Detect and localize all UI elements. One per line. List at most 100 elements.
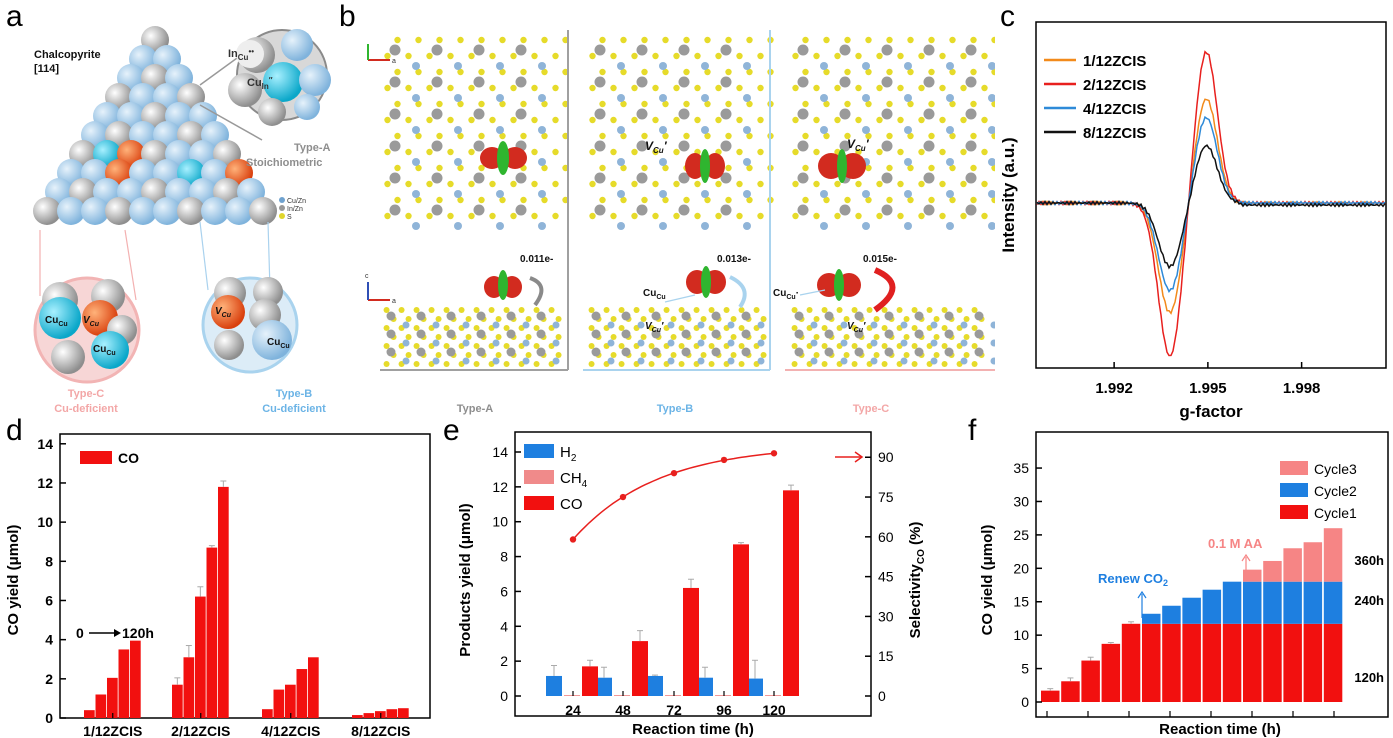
sulfur-atom [652, 52, 659, 60]
sulfur-atom [736, 84, 743, 92]
cu-atom [988, 94, 995, 102]
sulfur-atom [834, 84, 841, 92]
bar-CO-48 [632, 641, 648, 696]
column-label-type-c: Type-C [853, 403, 890, 415]
chart-f-label-240h: 240h [1354, 593, 1384, 608]
sulfur-atom [970, 100, 977, 108]
x-tick-label: 120 [762, 702, 786, 718]
sulfur-atom [489, 212, 496, 220]
sulfur-atom [426, 52, 433, 60]
sulfur-atom [971, 307, 978, 313]
metal-atom [594, 108, 606, 120]
cu-atom [496, 94, 504, 102]
sulfur-atom [897, 84, 904, 92]
sulfur-atom [715, 180, 722, 188]
metal-atom [515, 172, 527, 184]
sulfur-atom [662, 164, 669, 172]
sulfur-atom [428, 307, 435, 313]
sulfur-atom [757, 148, 764, 156]
sulfur-atom [641, 68, 648, 76]
sulfur-atom [503, 307, 510, 313]
sulfur-atom [907, 164, 914, 172]
cu-atom [659, 94, 667, 102]
charge-transfer-arrow-c [873, 267, 896, 313]
metal-atom [431, 44, 443, 56]
x-tick-label: 8/12ZCIS [351, 723, 410, 738]
sulfur-atom [394, 68, 401, 76]
sulfur-atom [694, 212, 701, 220]
cu-atom [757, 339, 765, 347]
sulfur-atom [620, 68, 627, 76]
sulfur-atom [844, 68, 851, 76]
chart-f-anno-co2-arrowhead [1137, 590, 1147, 599]
vacancy-label-c-top: VCu′ [847, 137, 870, 153]
y-tick-right-label: 75 [878, 489, 894, 505]
sulfur-atom [489, 116, 496, 124]
chart-d-ylabel: CO yield (μmol) [5, 525, 22, 636]
cu-label-b: CuCu [643, 288, 666, 301]
sulfur-atom [806, 307, 813, 313]
chart-f-xlabel: Reaction time (h) [1159, 721, 1281, 738]
panel-b-structures: a a c 0.011e- 0.013e- 0.015e- VCu′ VCu′ … [365, 30, 995, 415]
chart-f-bars [1041, 528, 1343, 702]
metal-atom [794, 311, 804, 321]
sulfur-atom [928, 164, 935, 172]
sulfur-atom [970, 36, 977, 44]
sulfur-atom [618, 361, 625, 367]
sulfur-atom [640, 352, 647, 358]
cu-atom [862, 190, 870, 198]
charge-a: 0.011e- [520, 254, 553, 265]
sulfur-atom [599, 68, 606, 76]
metal-atom [881, 204, 893, 216]
sulfur-atom [510, 116, 517, 124]
sulfur-atom [533, 307, 540, 313]
cu-atom [412, 158, 420, 166]
sulfur-atom [865, 68, 872, 76]
sulfur-atom [876, 116, 883, 124]
sulfur-atom [873, 316, 880, 322]
sulfur-atom [704, 196, 711, 204]
y-tick-right-label: 30 [878, 608, 894, 624]
metal-atom [476, 329, 486, 339]
sulfur-atom [588, 307, 595, 313]
sulfur-atom [725, 164, 732, 172]
chart-d-legend-label: CO [118, 450, 139, 466]
metal-atom [923, 204, 935, 216]
sulfur-atom [415, 132, 422, 140]
sulfur-atom [541, 132, 548, 140]
metal-atom [824, 311, 834, 321]
chalcopyrite-pyramid [33, 26, 277, 225]
cu-atom [988, 62, 995, 70]
sulfur-atom [970, 196, 977, 204]
sulfur-atom [447, 52, 454, 60]
panel-letter-f: f [968, 414, 977, 447]
metal-atom [594, 140, 606, 152]
metal-atom [720, 204, 732, 216]
legend-swatch-2 [524, 470, 554, 484]
metal-atom [591, 311, 601, 321]
sulfur-atom [694, 52, 701, 60]
cu-atom [496, 62, 504, 70]
metal-atom [923, 172, 935, 184]
sulfur-atom [620, 164, 627, 172]
sulfur-atom [415, 36, 422, 44]
cu-atom [492, 339, 500, 347]
bar-4/12ZCIS-5 [308, 657, 319, 718]
sulfur-atom [736, 148, 743, 156]
cu-atom [659, 158, 667, 166]
cu-atom [862, 222, 870, 230]
sulfur-atom [384, 52, 391, 60]
sulfur-atom [648, 307, 655, 313]
cu-atom [522, 321, 530, 329]
sulfur-atom [792, 180, 799, 188]
metal-atom [386, 329, 396, 339]
bar-1/12ZCIS-3 [107, 677, 118, 718]
panel-letter-a: a [6, 0, 23, 33]
cu-atom [454, 126, 462, 134]
metal-atom [506, 347, 516, 357]
sulfur-atom [715, 212, 722, 220]
sulfur-atom [736, 116, 743, 124]
cu-atom [930, 339, 938, 347]
cu-atom [820, 62, 828, 70]
